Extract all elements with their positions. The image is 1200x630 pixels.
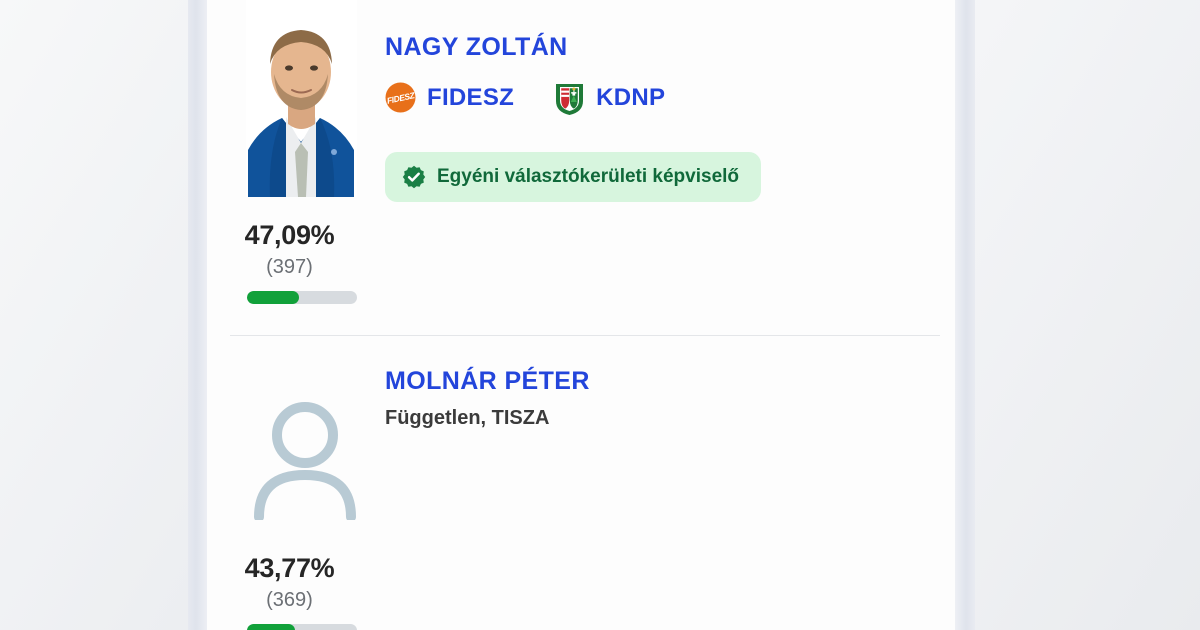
candidate-row[interactable]: 47,09% (397) NAGY ZOLTÁN FIDESZ xyxy=(207,0,955,335)
verified-check-icon xyxy=(402,165,426,189)
candidate-name[interactable]: MOLNÁR PÉTER xyxy=(385,367,590,395)
candidate-name[interactable]: NAGY ZOLTÁN xyxy=(385,33,568,61)
candidate-progress-bar xyxy=(247,291,357,304)
candidate-left-column: 47,09% (397) xyxy=(207,0,372,335)
status-badge: Egyéni választókerületi képviselő xyxy=(385,152,762,202)
candidate-row[interactable]: 43,77% (369) MOLNÁR PÉTER Független, TIS… xyxy=(207,335,955,630)
candidate-photo xyxy=(246,0,357,197)
placeholder-avatar-icon xyxy=(245,395,365,520)
left-edge-band xyxy=(188,0,208,630)
fidesz-logo-icon: FIDESZ xyxy=(385,82,416,113)
candidate-votes: (397) xyxy=(266,256,313,278)
candidate-left-column: 43,77% (369) xyxy=(207,335,372,630)
party-label: KDNP xyxy=(596,83,666,111)
right-edge-band xyxy=(955,0,975,630)
kdnp-shield-icon xyxy=(554,82,585,115)
candidate-percent: 47,09% xyxy=(244,220,335,250)
row-divider xyxy=(230,335,940,336)
candidate-progress-fill xyxy=(247,624,296,630)
party-label: FIDESZ xyxy=(427,83,515,111)
party-item-kdnp[interactable]: KDNP xyxy=(554,82,666,115)
candidate-progress-fill xyxy=(247,291,299,304)
results-card: 47,09% (397) NAGY ZOLTÁN FIDESZ xyxy=(207,0,955,630)
candidate-affiliation: Független, TISZA xyxy=(385,407,550,429)
party-list: FIDESZ FIDESZ xyxy=(385,82,666,115)
candidate-votes: (369) xyxy=(266,589,313,611)
party-item-fidesz[interactable]: FIDESZ FIDESZ xyxy=(385,82,514,113)
candidate-percent: 43,77% xyxy=(244,553,335,583)
candidate-progress-bar xyxy=(247,624,357,630)
status-badge-label: Egyéni választókerületi képviselő xyxy=(437,166,740,187)
